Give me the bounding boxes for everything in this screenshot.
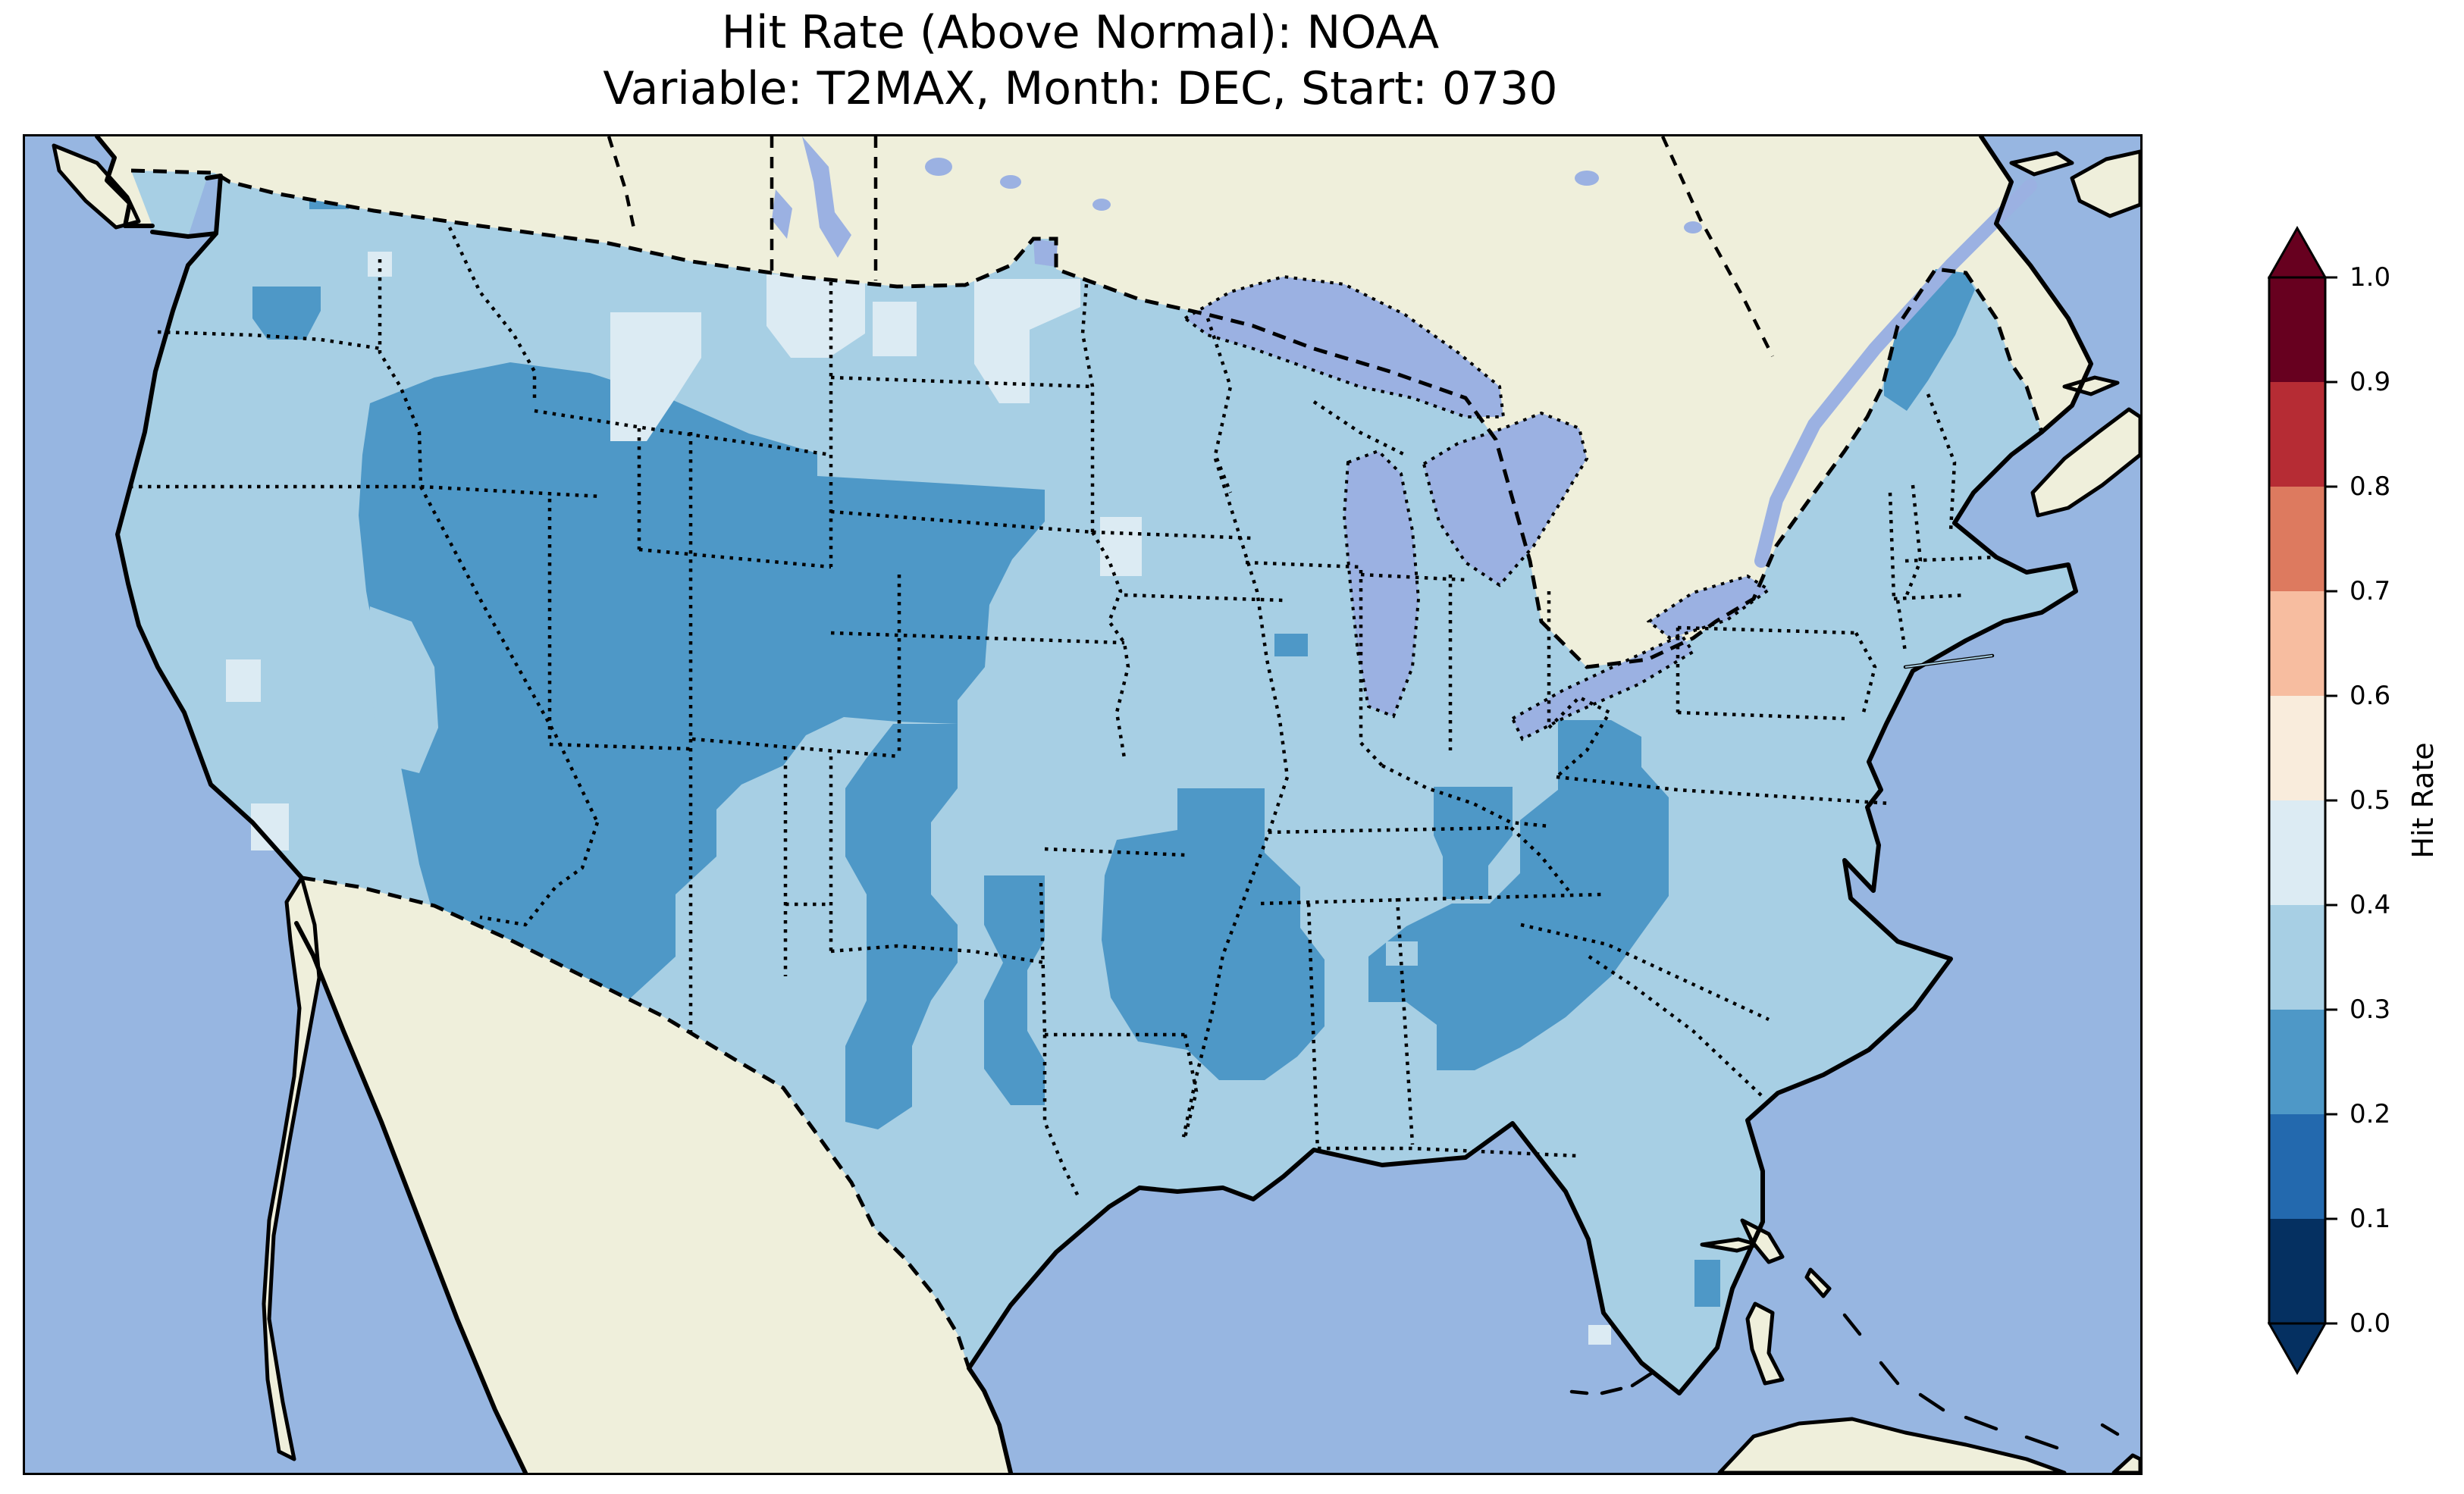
- colorbar-axis-label: Hit Rate: [2406, 742, 2440, 859]
- colorbar-segment: [2269, 277, 2325, 382]
- colorbar-segment: [2269, 800, 2325, 905]
- lake-of-the-woods: [1033, 239, 1058, 267]
- hit-rate-patches-pale: [226, 252, 1647, 1345]
- atlantic-gulf-coastline: [967, 430, 2078, 1473]
- coastlines: [95, 136, 2093, 1473]
- non-us-land: [52, 136, 2140, 1473]
- hispaniola-edge: [2111, 1453, 2140, 1473]
- colorbar-tick-label: 0.8: [2350, 471, 2391, 502]
- figure-title: Hit Rate (Above Normal): NOAA: [721, 6, 1440, 59]
- figure-subtitle: Variable: T2MAX, Month: DEC, Start: 0730: [603, 62, 1558, 115]
- colorbar-tick-label: 0.7: [2350, 576, 2391, 606]
- cuba: [1717, 1417, 2067, 1473]
- colorbar-tick-label: 0.1: [2350, 1204, 2391, 1234]
- canadian-province-borders: [607, 136, 1775, 358]
- colorbar-tick-label: 0.9: [2350, 367, 2391, 397]
- baja-california: [262, 875, 321, 1461]
- anticosti-island: [2009, 151, 2074, 177]
- lake-ontario: [1646, 574, 1772, 641]
- lake-erie: [1510, 633, 1695, 741]
- colorbar-tick-label: 0.0: [2350, 1308, 2391, 1339]
- colorbar-segment: [2269, 1114, 2325, 1219]
- colorbar-segment: [2269, 1010, 2325, 1114]
- bahamas-islands: [1700, 1218, 2120, 1450]
- canada-land: [97, 136, 2091, 667]
- pacific-coastline: [115, 174, 304, 880]
- lake-manitoba: [772, 189, 792, 239]
- colorbar-tick-label: 1.0: [2350, 262, 2391, 293]
- lake-winnipeg: [802, 136, 851, 258]
- nova-scotia: [2030, 407, 2140, 518]
- colorbar-tick-label: 0.2: [2350, 1099, 2391, 1129]
- us-mexico-border: [301, 875, 971, 1369]
- canada-coastline: [95, 136, 155, 228]
- mexico-pacific-coastline: [294, 921, 528, 1473]
- us-hit-rate-field: [118, 171, 2076, 1393]
- mexico-land: [287, 878, 1011, 1473]
- colorbar-segment: [2269, 591, 2325, 696]
- colorbar: [2267, 225, 2368, 1377]
- hit-rate-enclaves-light: [366, 606, 1418, 966]
- lake-huron: [1422, 411, 1589, 587]
- colorbar-tick-label: 0.6: [2350, 681, 2391, 711]
- colorbar-segment: [2269, 1219, 2325, 1323]
- us-state-borders: [130, 227, 1997, 1199]
- borders: [130, 136, 2044, 1369]
- hit-rate-patches-dark: [252, 183, 1975, 1307]
- colorbar-segment: [2269, 696, 2325, 800]
- colorbar-under-arrow: [2267, 1322, 2328, 1376]
- florida-keys: [1569, 1370, 1656, 1395]
- colorbar-tick-label: 0.4: [2350, 890, 2391, 920]
- newfoundland: [2070, 149, 2140, 218]
- lake-michigan: [1342, 449, 1421, 719]
- colorbar-tick-label: 0.3: [2350, 994, 2391, 1025]
- colorbar-segment: [2269, 905, 2325, 1010]
- map-axes: [23, 134, 2143, 1475]
- us-canada-border: [130, 168, 2044, 669]
- st-lawrence-river: [1754, 179, 2037, 568]
- us-map: [25, 136, 2140, 1473]
- colorbar-over-arrow: [2267, 225, 2328, 279]
- colorbar-segment: [2269, 487, 2325, 591]
- colorbar-tick-label: 0.5: [2350, 785, 2391, 816]
- colorbar-segment: [2269, 382, 2325, 487]
